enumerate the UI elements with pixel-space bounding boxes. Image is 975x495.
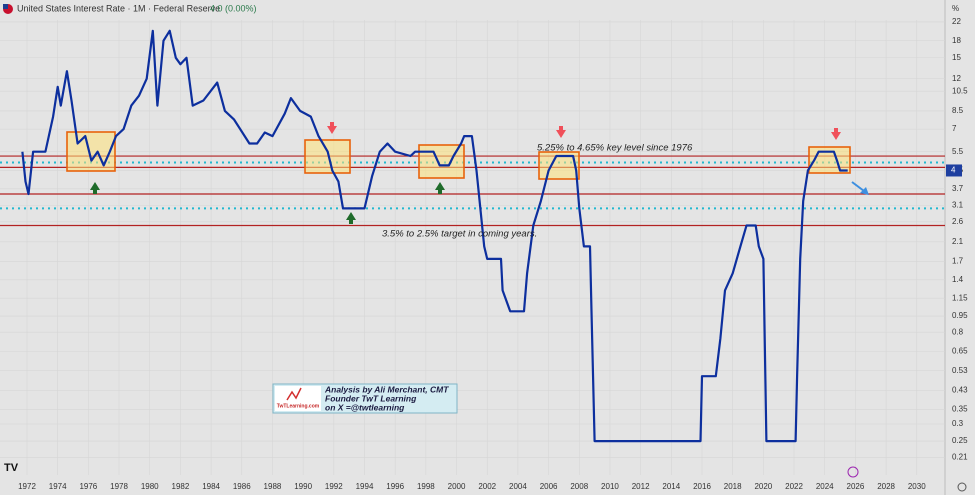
x-tick-label: 2028 xyxy=(877,482,895,491)
y-tick-label: 0.65 xyxy=(952,347,968,356)
down-arrow xyxy=(831,128,841,140)
down-arrow xyxy=(327,122,337,134)
y-tick-label: 10.5 xyxy=(952,86,968,95)
y-tick-label: 3.1 xyxy=(952,200,964,209)
y-tick-label: 0.35 xyxy=(952,405,968,414)
x-tick-label: 2026 xyxy=(847,482,865,491)
y-tick-label: 12 xyxy=(952,74,961,83)
forecast-arrow-head xyxy=(860,187,869,195)
event-icon xyxy=(847,466,859,478)
tv-logo: TV xyxy=(4,462,19,474)
highlight-box xyxy=(304,139,351,174)
y-tick-label: 2.6 xyxy=(952,217,964,226)
y-tick-label: 0.43 xyxy=(952,385,968,394)
x-tick-label: 2018 xyxy=(724,482,742,491)
y-tick-label: 1.4 xyxy=(952,275,964,284)
header-bar xyxy=(0,0,945,20)
x-tick-label: 1994 xyxy=(356,482,374,491)
x-tick-label: 1972 xyxy=(18,482,36,491)
y-tick-label: 3.7 xyxy=(952,184,964,193)
info-text: Analysis by Ali Merchant, CMT xyxy=(324,384,449,394)
x-tick-label: 1988 xyxy=(264,482,282,491)
x-tick-label: 1990 xyxy=(294,482,312,491)
x-tick-label: 2024 xyxy=(816,482,834,491)
logo-box xyxy=(275,386,321,411)
x-tick-label: 2000 xyxy=(448,482,466,491)
x-tick-label: 2020 xyxy=(754,482,772,491)
info-text: on X =@twtlearning xyxy=(325,402,405,412)
x-tick-label: 1986 xyxy=(233,482,251,491)
x-tick-label: 1992 xyxy=(325,482,343,491)
x-tick-label: 2012 xyxy=(632,482,650,491)
y-tick-label: 7 xyxy=(952,124,957,133)
forecast-arrow xyxy=(851,181,865,192)
annotation: 5.25% to 4.65% key level since 1976 xyxy=(537,143,693,154)
up-arrow xyxy=(435,182,445,194)
x-tick-label: 2006 xyxy=(540,482,558,491)
x-tick-label: 1976 xyxy=(79,482,97,491)
annotation: 3.5% to 2.5% target in coming years. xyxy=(382,229,537,240)
x-tick-label: 1974 xyxy=(49,482,67,491)
up-arrow xyxy=(90,182,100,194)
x-tick-label: 2030 xyxy=(908,482,926,491)
y-tick-label: 5.5 xyxy=(952,147,964,156)
highlight-box xyxy=(66,131,116,172)
x-tick-label: 2008 xyxy=(570,482,588,491)
y-tick-label: 0.21 xyxy=(952,453,968,462)
last-value-badge xyxy=(946,164,962,177)
x-tick-label: 2002 xyxy=(478,482,496,491)
y-tick-label: 0.3 xyxy=(952,419,964,428)
up-arrow xyxy=(346,212,356,224)
x-tick-label: 2004 xyxy=(509,482,527,491)
down-arrow xyxy=(556,126,566,138)
y-tick-label: 22 xyxy=(952,17,961,26)
y-tick-label: 0.25 xyxy=(952,436,968,445)
y-tick-label: 1.7 xyxy=(952,257,964,266)
last-value-label: 4 xyxy=(951,166,956,175)
flag-icon-canton xyxy=(3,4,8,9)
plot xyxy=(21,29,848,443)
info-text: Founder TwT Learning xyxy=(325,393,417,403)
y-unit: % xyxy=(952,4,959,13)
x-tick-label: 2010 xyxy=(601,482,619,491)
y-tick-label: 8.5 xyxy=(952,106,964,115)
x-tick-label: 1980 xyxy=(141,482,159,491)
settings-icon[interactable] xyxy=(957,482,967,492)
grid xyxy=(0,20,945,475)
y-tick-label: 2.1 xyxy=(952,237,964,246)
y-tick-label: 0.8 xyxy=(952,327,964,336)
x-tick-label: 2014 xyxy=(662,482,680,491)
logo-icon xyxy=(286,387,302,401)
x-tick-label: 1984 xyxy=(202,482,220,491)
y-tick-label: 15 xyxy=(952,53,961,62)
x-tick-label: 1978 xyxy=(110,482,128,491)
y-tick-label: 0.95 xyxy=(952,311,968,320)
x-tick-label: 2016 xyxy=(693,482,711,491)
y-tick-label: 1.15 xyxy=(952,293,968,302)
chart-title: United States Interest Rate · 1M · Feder… xyxy=(17,3,220,13)
arrows xyxy=(90,122,869,224)
series-line xyxy=(21,29,848,443)
x-tick-label: 2022 xyxy=(785,482,803,491)
y-tick-label: 0.53 xyxy=(952,366,968,375)
levels xyxy=(0,155,945,227)
x-tick-label: 1982 xyxy=(172,482,190,491)
logo-text: TwTLearning.com xyxy=(277,403,320,409)
x-tick-label: 1996 xyxy=(386,482,404,491)
highlight-boxes xyxy=(66,131,851,180)
y-tick-label: 18 xyxy=(952,36,961,45)
x-tick-label: 1998 xyxy=(417,482,435,491)
chart-subtitle: 4 0 (0.00%) xyxy=(210,3,257,13)
